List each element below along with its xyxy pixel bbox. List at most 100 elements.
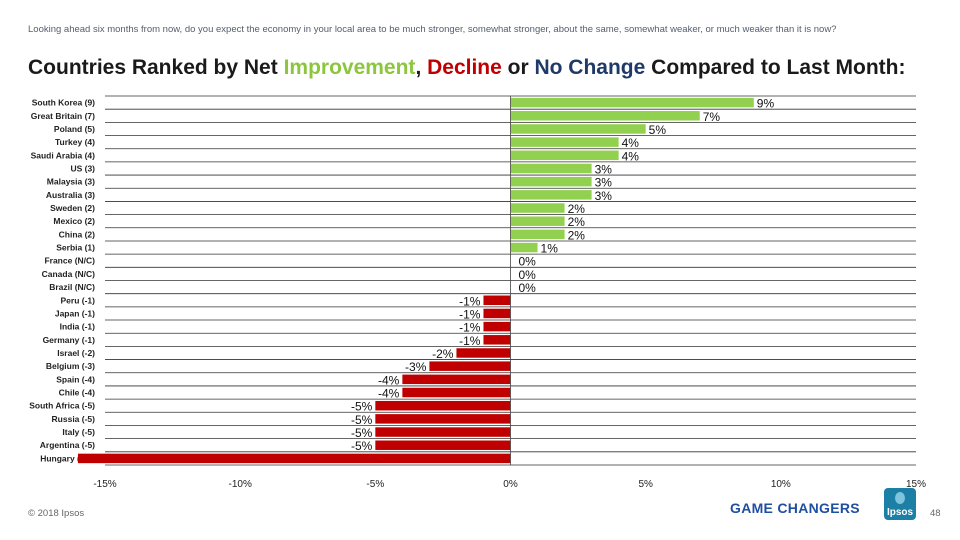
- category-label: South Korea (9): [32, 98, 95, 108]
- bar: [510, 111, 700, 121]
- category-label: Hungary (-16): [40, 453, 95, 463]
- data-label: -5%: [351, 426, 373, 440]
- category-label: Spain (-4): [56, 374, 95, 384]
- title-suffix: Compared to Last Month:: [645, 56, 906, 79]
- logo-text: Ipsos: [886, 507, 914, 518]
- bar: [375, 400, 511, 411]
- data-label: 3%: [595, 162, 613, 176]
- category-label: Poland (5): [54, 124, 95, 134]
- data-label: 2%: [568, 202, 586, 216]
- data-label: 9%: [757, 97, 775, 111]
- title-no-change: No Change: [534, 56, 646, 79]
- ipsos-logo: Ipsos: [884, 488, 916, 520]
- category-label: Saudi Arabia (4): [31, 150, 96, 160]
- data-label: -4%: [378, 387, 400, 401]
- bar: [510, 242, 538, 253]
- data-label: 0%: [519, 268, 537, 282]
- data-label: -1%: [459, 321, 481, 335]
- category-label: Mexico (2): [53, 216, 95, 226]
- data-label: 7%: [703, 110, 721, 124]
- data-label: -5%: [351, 413, 373, 427]
- title-prefix: Countries Ranked by Net: [28, 56, 284, 79]
- category-label: Israel (-2): [57, 348, 95, 358]
- data-label: 4%: [622, 149, 640, 163]
- bar: [510, 190, 592, 200]
- category-label: Italy (-5): [62, 427, 95, 437]
- category-label: China (2): [59, 229, 96, 239]
- logo-dot-icon: [895, 492, 905, 504]
- bar: [402, 374, 511, 385]
- bar: [510, 137, 619, 147]
- data-label: 0%: [519, 281, 537, 295]
- title-or: or: [501, 56, 535, 79]
- data-label: -5%: [351, 400, 373, 414]
- category-label: Serbia (1): [56, 243, 95, 253]
- bar: [483, 295, 511, 306]
- data-label: 3%: [595, 189, 613, 203]
- data-label: 4%: [622, 136, 640, 150]
- bar: [429, 361, 511, 371]
- category-label: India (-1): [60, 322, 96, 332]
- category-label: Belgium (-3): [46, 361, 95, 371]
- data-label: -3%: [405, 360, 427, 374]
- data-label: -2%: [432, 347, 454, 361]
- copyright-text: © 2018 Ipsos: [28, 508, 85, 519]
- survey-question: Looking ahead six months from now, do yo…: [28, 24, 837, 35]
- title-improvement: Improvement: [283, 56, 416, 79]
- category-label: Germany (-1): [43, 335, 96, 345]
- title-decline: Decline: [427, 56, 502, 79]
- data-label: -1%: [459, 307, 481, 321]
- category-label: Peru (-1): [61, 295, 96, 305]
- category-label: US (3): [70, 163, 95, 173]
- bar: [510, 124, 646, 134]
- title-comma: ,: [415, 56, 428, 79]
- bar: [510, 203, 565, 213]
- x-tick-label: 15%: [906, 479, 926, 490]
- category-label: Great Britain (7): [31, 111, 95, 121]
- bar: [510, 216, 565, 226]
- x-tick-label: 0%: [503, 479, 518, 490]
- data-label: 2%: [568, 228, 586, 242]
- data-label: -1%: [459, 294, 481, 308]
- category-label: Turkey (4): [55, 137, 95, 147]
- data-label: -4%: [378, 373, 400, 387]
- x-tick-label: -5%: [366, 479, 384, 490]
- data-label: -5%: [351, 439, 373, 453]
- x-tick-label: 5%: [638, 479, 653, 490]
- bar: [510, 229, 565, 240]
- category-label: Russia (-5): [52, 414, 96, 424]
- bar: [510, 163, 592, 174]
- chart-title: Countries Ranked by Net Improvement, Dec…: [28, 56, 905, 80]
- category-label: Chile (-4): [59, 388, 96, 398]
- bar: [456, 348, 511, 358]
- data-label: 1%: [541, 242, 559, 256]
- category-label: Canada (N/C): [42, 269, 96, 279]
- bar: [375, 427, 511, 437]
- data-label: 3%: [595, 176, 613, 190]
- bar: [510, 176, 592, 187]
- x-tick-label: 10%: [771, 479, 791, 490]
- x-tick-label: -10%: [228, 479, 251, 490]
- bar: [483, 308, 511, 319]
- bar: [77, 453, 511, 464]
- page-number: 48: [930, 508, 941, 519]
- bar: [510, 97, 754, 108]
- bar: [510, 150, 619, 161]
- bar: [375, 414, 511, 424]
- category-label: Sweden (2): [50, 203, 95, 213]
- data-label: -1%: [459, 334, 481, 348]
- category-label: Malaysia (3): [47, 177, 95, 187]
- category-label: Australia (3): [46, 190, 95, 200]
- bar: [402, 387, 511, 398]
- category-label: Japan (-1): [55, 308, 95, 318]
- category-label: Argentina (-5): [40, 440, 95, 450]
- x-tick-label: -15%: [93, 479, 116, 490]
- category-label: Brazil (N/C): [49, 282, 95, 292]
- data-label: 0%: [519, 255, 537, 269]
- game-changers-brand: GAME CHANGERS: [730, 500, 860, 516]
- data-label: 5%: [649, 123, 667, 137]
- bar: [483, 335, 511, 345]
- category-label: France (N/C): [44, 256, 95, 266]
- bar: [483, 321, 511, 332]
